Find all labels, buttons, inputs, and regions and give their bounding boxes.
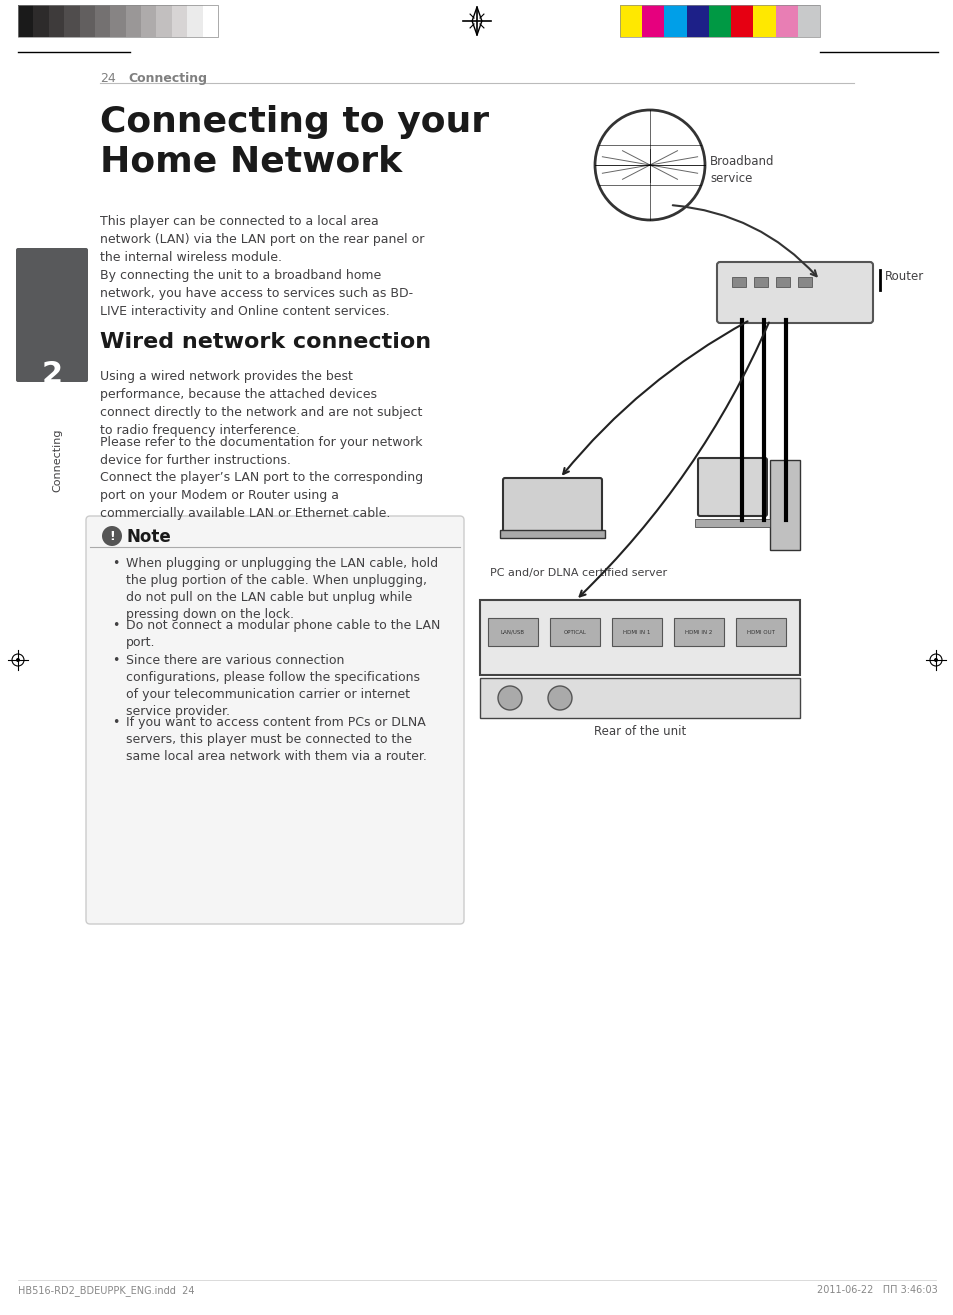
Bar [735, 618, 785, 646]
Bar [769, 460, 800, 550]
Text: HDMI IN 2: HDMI IN 2 [684, 630, 712, 635]
Text: Please refer to the documentation for your network
device for further instructio: Please refer to the documentation for yo… [100, 437, 422, 467]
Text: If you want to access content from PCs or DLNA
servers, this player must be conn: If you want to access content from PCs o… [126, 715, 426, 763]
Bar [753, 5, 775, 37]
Circle shape [16, 658, 20, 661]
Text: HDMI IN 1: HDMI IN 1 [622, 630, 650, 635]
Bar [775, 5, 797, 37]
Bar [172, 5, 187, 37]
Bar [619, 5, 820, 37]
FancyBboxPatch shape [717, 262, 872, 323]
Text: 24: 24 [100, 72, 115, 85]
Bar [18, 5, 33, 37]
Bar [775, 277, 789, 287]
Bar [753, 277, 767, 287]
Bar [156, 5, 172, 37]
Bar [550, 618, 599, 646]
Text: 2011-06-22   ΠΠ 3:46:03: 2011-06-22 ΠΠ 3:46:03 [817, 1285, 937, 1295]
Bar [730, 5, 753, 37]
Bar [202, 5, 218, 37]
Bar [33, 5, 49, 37]
Bar [686, 5, 708, 37]
Text: Connect the player’s LAN port to the corresponding
port on your Modem or Router : Connect the player’s LAN port to the cor… [100, 471, 423, 519]
Text: PC and/or DLNA certified server: PC and/or DLNA certified server [490, 568, 666, 579]
Text: 2: 2 [41, 360, 63, 389]
FancyBboxPatch shape [16, 249, 88, 381]
Text: •: • [112, 619, 119, 633]
Text: Rear of the unit: Rear of the unit [594, 725, 685, 738]
Text: •: • [112, 715, 119, 729]
Bar [612, 618, 661, 646]
Bar [18, 5, 218, 37]
Text: •: • [112, 558, 119, 569]
Text: OPTICAL: OPTICAL [563, 630, 586, 635]
Bar [111, 5, 126, 37]
Bar [187, 5, 202, 37]
Bar [731, 277, 745, 287]
FancyBboxPatch shape [698, 458, 766, 515]
Text: Wired network connection: Wired network connection [100, 331, 431, 352]
Bar [673, 618, 723, 646]
FancyBboxPatch shape [502, 477, 601, 533]
Bar [499, 530, 604, 538]
Bar [641, 5, 663, 37]
Bar [126, 5, 141, 37]
Bar [695, 519, 769, 527]
Bar [619, 5, 641, 37]
Circle shape [595, 110, 704, 220]
Text: Since there are various connection
configurations, please follow the specificati: Since there are various connection confi… [126, 654, 419, 718]
Text: Connecting: Connecting [52, 429, 62, 492]
Bar [95, 5, 111, 37]
Circle shape [933, 658, 937, 661]
Bar [64, 5, 79, 37]
Bar [479, 679, 800, 718]
Text: HDMI OUT: HDMI OUT [746, 630, 774, 635]
Bar [79, 5, 95, 37]
Bar [49, 5, 64, 37]
Bar [797, 5, 820, 37]
Circle shape [102, 526, 122, 546]
Text: Broadband
service: Broadband service [709, 155, 774, 185]
Text: When plugging or unplugging the LAN cable, hold
the plug portion of the cable. W: When plugging or unplugging the LAN cabl… [126, 558, 437, 621]
Text: !: ! [109, 530, 114, 543]
Text: This player can be connected to a local area
network (LAN) via the LAN port on t: This player can be connected to a local … [100, 214, 424, 318]
Bar [488, 618, 537, 646]
Text: LAN/USB: LAN/USB [500, 630, 524, 635]
Text: •: • [112, 654, 119, 667]
Bar [708, 5, 730, 37]
Circle shape [497, 686, 521, 710]
FancyBboxPatch shape [86, 515, 463, 924]
Text: Using a wired network provides the best
performance, because the attached device: Using a wired network provides the best … [100, 370, 422, 437]
Text: Connecting: Connecting [128, 72, 207, 85]
Bar [479, 600, 800, 675]
Text: Note: Note [127, 529, 172, 546]
Text: Connecting to your
Home Network: Connecting to your Home Network [100, 105, 489, 179]
Circle shape [547, 686, 572, 710]
Bar [797, 277, 811, 287]
Bar [663, 5, 686, 37]
Text: Router: Router [884, 270, 923, 283]
Text: Do not connect a modular phone cable to the LAN
port.: Do not connect a modular phone cable to … [126, 619, 440, 650]
Bar [141, 5, 156, 37]
Text: HB516-RD2_BDEUPPK_ENG.indd  24: HB516-RD2_BDEUPPK_ENG.indd 24 [18, 1285, 194, 1295]
